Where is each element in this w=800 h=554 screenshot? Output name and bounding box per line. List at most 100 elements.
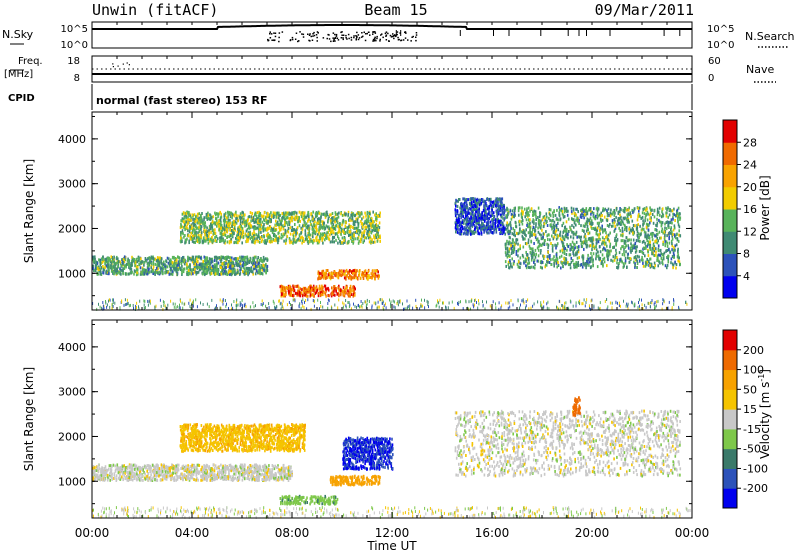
power-cell	[283, 211, 285, 215]
power-cell	[622, 245, 624, 249]
power-cell	[302, 212, 305, 216]
power-cell	[293, 231, 295, 235]
power-cell	[206, 217, 209, 221]
power-cell	[312, 292, 314, 296]
noise-point	[375, 39, 377, 42]
power-cell	[618, 262, 620, 265]
power-cell	[320, 292, 323, 296]
power-cell	[638, 209, 640, 213]
power-cell	[356, 237, 359, 241]
nave-tick-bottom: 0	[708, 73, 714, 84]
power-cell	[472, 208, 474, 212]
power-cell	[532, 265, 535, 269]
power-cell	[356, 212, 358, 216]
power-cell	[256, 234, 259, 238]
power-cell	[262, 229, 265, 232]
power-cell	[203, 269, 206, 273]
power-cell	[211, 236, 213, 239]
power-cell	[101, 259, 103, 262]
power-cell	[333, 227, 335, 230]
power-cell	[175, 270, 178, 274]
power-cell	[239, 268, 241, 272]
power-cell	[668, 226, 670, 229]
power-cell	[492, 200, 495, 204]
power-cell	[547, 238, 549, 241]
noise-point	[415, 34, 418, 36]
noise-point	[278, 36, 280, 39]
power-cell	[478, 216, 481, 220]
power-cell	[94, 269, 97, 273]
noise-point	[411, 36, 413, 38]
power-cell	[368, 224, 370, 228]
noise-point	[372, 31, 374, 33]
power-cell	[284, 231, 287, 235]
power-cell	[186, 270, 189, 274]
power-cell	[519, 206, 521, 210]
power-cell	[208, 267, 210, 271]
power-cell	[292, 289, 295, 293]
power-cell	[239, 260, 241, 264]
power-cell	[206, 238, 209, 242]
power-cell	[293, 286, 295, 290]
power-cell	[197, 270, 200, 274]
power-cell	[459, 223, 462, 227]
power-cell	[463, 208, 465, 211]
power-cell	[454, 221, 457, 225]
power-cell	[481, 216, 483, 220]
power-cell	[465, 228, 467, 232]
power-cell	[220, 234, 223, 238]
power-cell	[343, 238, 345, 242]
power-cell	[525, 242, 528, 246]
power-cell	[324, 234, 326, 238]
power-cell	[243, 220, 246, 224]
power-cell	[523, 207, 526, 211]
power-cell	[351, 213, 354, 216]
power-cell	[519, 256, 522, 260]
power-cell	[234, 257, 236, 261]
power-cell	[299, 238, 302, 242]
power-cell	[636, 254, 639, 258]
power-cell	[478, 214, 481, 217]
power-cell	[635, 257, 638, 261]
power-cell	[598, 213, 601, 217]
power-cell	[548, 208, 551, 211]
power-cell	[252, 257, 254, 260]
power-cell	[188, 211, 190, 215]
power-cell	[285, 220, 287, 224]
power-cell	[562, 221, 565, 225]
power-cell	[586, 210, 589, 214]
power-cell	[499, 221, 501, 225]
power-cell	[115, 257, 118, 261]
power-cell	[226, 255, 228, 259]
power-cell	[301, 217, 304, 221]
power-cell	[656, 224, 658, 228]
power-cell	[204, 273, 206, 277]
power-cell	[566, 229, 568, 233]
power-cell	[676, 238, 679, 242]
power-cell	[591, 248, 593, 252]
power-cell	[478, 210, 481, 214]
power-cell	[333, 286, 335, 290]
power-cell	[99, 272, 102, 276]
noise-point	[289, 39, 292, 42]
power-cell	[253, 227, 255, 231]
power-cell	[466, 230, 468, 234]
noise-point	[291, 36, 294, 39]
power-cell	[146, 257, 149, 261]
power-cell	[330, 226, 333, 230]
power-cell	[275, 214, 277, 218]
power-cell	[336, 221, 339, 225]
power-cell	[593, 227, 595, 230]
power-cell	[364, 211, 366, 215]
power-cell	[314, 230, 317, 234]
power-cell	[467, 226, 470, 230]
power-cell	[289, 216, 292, 220]
power-cell	[334, 270, 336, 274]
power-cell	[208, 228, 210, 232]
power-cell	[223, 271, 225, 275]
power-cell	[200, 262, 202, 266]
power-cell	[506, 248, 509, 252]
power-cell	[529, 266, 531, 270]
power-cell	[584, 224, 586, 228]
power-cell	[254, 237, 256, 241]
